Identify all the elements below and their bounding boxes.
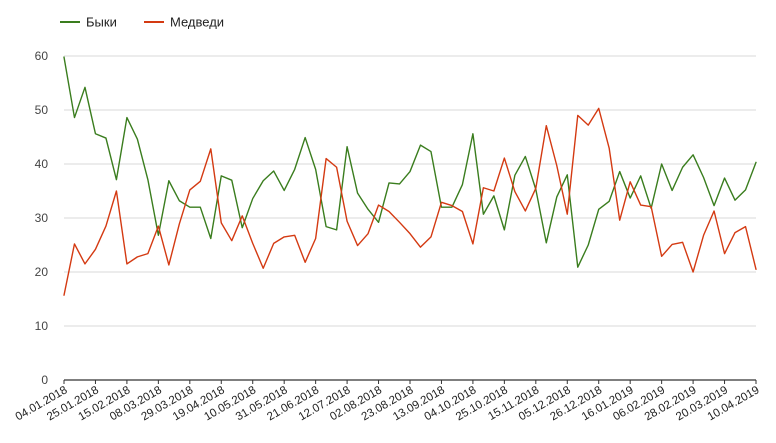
legend-label-1: Быки xyxy=(86,15,117,30)
series-line-2 xyxy=(63,107,757,296)
y-tick-label: 50 xyxy=(35,103,49,117)
y-tick-label: 30 xyxy=(35,211,49,225)
legend: Быки Медведи xyxy=(60,15,224,30)
axes: 010203040506004.01.201825.01.201815.02.2… xyxy=(14,49,762,423)
series-line-1 xyxy=(63,56,757,268)
grid-lines xyxy=(64,55,756,381)
y-tick-label: 40 xyxy=(35,157,49,171)
y-tick-label: 60 xyxy=(35,49,49,63)
legend-label-2: Медведи xyxy=(170,15,224,30)
series-lines xyxy=(63,56,757,296)
y-tick-label: 0 xyxy=(41,373,48,387)
y-tick-label: 20 xyxy=(35,265,49,279)
y-tick-label: 10 xyxy=(35,319,49,333)
